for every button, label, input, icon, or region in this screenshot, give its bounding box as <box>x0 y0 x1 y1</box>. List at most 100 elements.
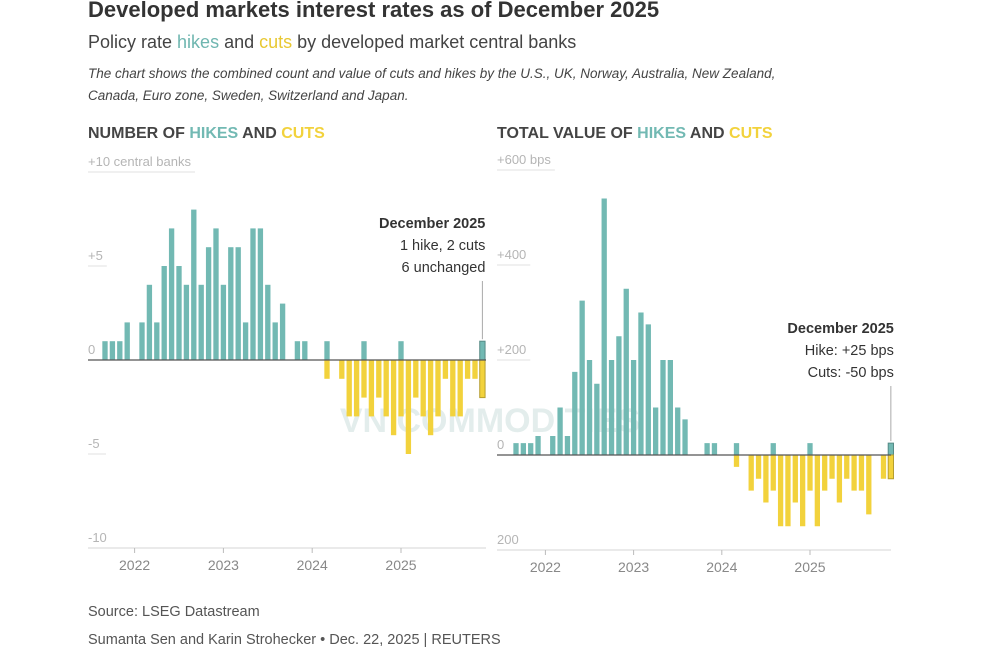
bar <box>807 443 813 455</box>
x-tick-label: 2024 <box>706 559 737 575</box>
bar <box>228 247 234 360</box>
bar <box>435 360 441 417</box>
bar <box>550 436 556 455</box>
bar <box>124 322 130 360</box>
x-tick-label: 2022 <box>119 557 150 573</box>
bar <box>198 284 204 360</box>
bar <box>777 455 784 527</box>
bar <box>520 443 526 455</box>
y-tick-label: 0 <box>88 342 95 357</box>
panel-title-part: NUMBER OF <box>88 125 189 142</box>
bar <box>608 360 615 455</box>
annotation: December 2025 <box>787 321 893 337</box>
bar <box>807 455 813 491</box>
panel-title: TOTAL VALUE OF HIKES AND CUTS <box>497 125 773 142</box>
bar <box>887 442 894 456</box>
bar <box>660 360 666 455</box>
subtitle-part: hikes <box>177 32 220 52</box>
bar <box>601 198 607 455</box>
bar <box>887 454 894 480</box>
subtitle-part: cuts <box>259 32 293 52</box>
bar <box>405 360 412 454</box>
bar <box>205 247 212 360</box>
bar <box>176 266 182 360</box>
bar <box>376 360 382 398</box>
charts: VN COMMODITIES NUMBER OF HIKES AND CUTS+… <box>88 125 894 575</box>
x-tick-label: 2025 <box>385 557 416 573</box>
x-tick-label: 2025 <box>794 559 825 575</box>
bar <box>535 436 541 455</box>
bar <box>161 266 167 360</box>
bar <box>353 360 360 417</box>
bar <box>279 303 286 360</box>
title: Developed markets interest rates as of D… <box>88 0 660 22</box>
bar <box>361 360 367 398</box>
bar <box>457 360 463 417</box>
bar <box>464 360 471 379</box>
y-tick-label: -10 <box>88 530 107 545</box>
panel-title-part: AND <box>238 125 281 142</box>
bar <box>109 341 116 360</box>
bar <box>220 284 227 360</box>
panel-title-part: TOTAL VALUE OF <box>497 125 637 142</box>
panel-title: NUMBER OF HIKES AND CUTS <box>88 125 325 142</box>
credit: Sumanta Sen and Karin Strohecker • Dec. … <box>88 632 501 648</box>
subtitle: Policy rate hikes and cuts by developed … <box>88 32 576 53</box>
bar <box>667 360 673 455</box>
bar <box>711 443 718 455</box>
bar <box>733 443 740 455</box>
bar <box>183 284 190 360</box>
bar <box>235 247 241 360</box>
bar <box>844 455 850 479</box>
bar <box>117 341 123 360</box>
panel-title-part: AND <box>686 125 729 142</box>
bar <box>638 312 644 455</box>
bar <box>572 371 578 455</box>
bar <box>479 359 486 399</box>
bar <box>302 341 308 360</box>
bar <box>413 360 419 398</box>
bar <box>472 360 478 379</box>
bar <box>339 360 345 379</box>
bar <box>242 322 249 360</box>
bar <box>398 341 404 360</box>
bar <box>675 407 681 455</box>
bar <box>450 360 456 417</box>
subtitle-part: Policy rate <box>88 32 178 52</box>
bar <box>792 455 798 503</box>
bar <box>733 455 740 467</box>
bar <box>154 322 160 360</box>
bar <box>630 360 637 455</box>
bar <box>748 455 754 491</box>
bar <box>623 288 629 455</box>
bar <box>146 284 153 360</box>
bar <box>704 443 710 455</box>
bar <box>594 383 600 455</box>
bar <box>398 360 404 417</box>
bar <box>383 360 389 417</box>
source: Source: LSEG Datastream <box>88 604 260 620</box>
annotation: Cuts: -50 bps <box>808 365 894 381</box>
bar <box>586 360 593 455</box>
y-tick-label: +600 bps <box>497 152 551 167</box>
bar <box>272 322 278 360</box>
bar <box>139 322 145 360</box>
annotation: 1 hike, 2 cuts <box>400 238 485 254</box>
bar <box>420 360 426 417</box>
annotation: 6 unchanged <box>402 260 486 276</box>
y-tick-label: -5 <box>88 436 100 451</box>
bar <box>346 360 352 417</box>
bar <box>770 443 776 455</box>
bar <box>866 455 872 515</box>
bar <box>645 324 651 455</box>
x-tick-label: 2023 <box>618 559 649 575</box>
bar <box>851 455 857 491</box>
bar <box>770 455 776 491</box>
bar <box>557 407 563 455</box>
x-tick-label: 2023 <box>208 557 239 573</box>
bar <box>191 209 197 360</box>
bar <box>682 419 688 455</box>
y-tick-label: 200 <box>497 532 519 547</box>
bar <box>294 341 301 360</box>
bar <box>390 360 397 436</box>
